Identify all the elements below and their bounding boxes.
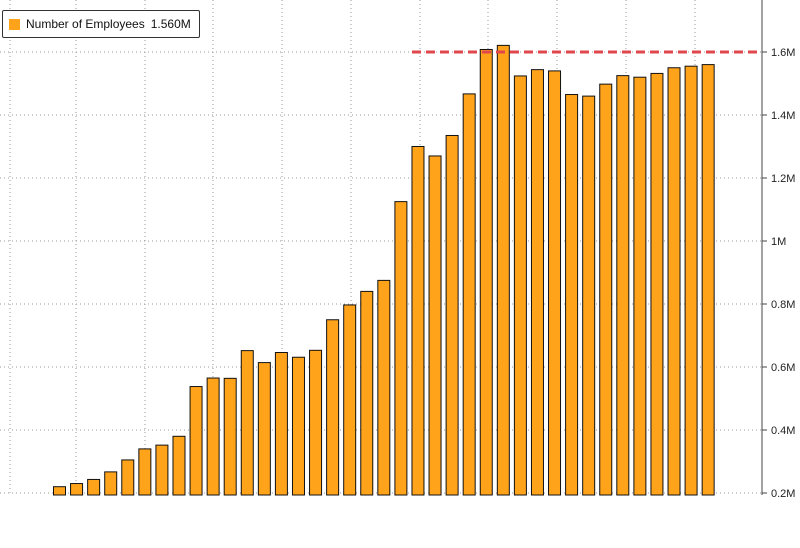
bar (70, 483, 84, 496)
y-tick-label: 1.4M (771, 110, 795, 122)
bar (565, 94, 579, 496)
bar (428, 155, 442, 496)
y-tick-label: 0.6M (771, 362, 795, 374)
bar (530, 69, 544, 496)
bar (462, 93, 476, 496)
bars (53, 44, 715, 496)
y-axis: 0.2M 0.4M 0.6M 0.8M 1M 1.2M 1.4M 1.6M (761, 0, 795, 500)
bar (138, 448, 152, 496)
bar (172, 435, 186, 496)
bar (206, 377, 220, 496)
bar (411, 146, 425, 496)
bar (121, 459, 135, 496)
bar (616, 75, 630, 496)
y-tick-label: 1M (771, 236, 786, 248)
y-tick-label: 0.8M (771, 299, 795, 311)
bar (650, 72, 664, 496)
bar (53, 486, 66, 496)
bar (360, 290, 374, 496)
bar (445, 134, 459, 496)
bar (343, 304, 357, 496)
y-tick-label: 1.2M (771, 173, 795, 185)
bar (240, 350, 254, 496)
bar (274, 352, 288, 496)
legend-label: Number of Employees (26, 17, 145, 31)
legend-swatch (9, 18, 20, 30)
bar (291, 356, 305, 496)
bar (104, 471, 118, 496)
bar (257, 362, 271, 496)
bar (684, 65, 698, 496)
bar (326, 319, 340, 496)
bar (667, 67, 681, 496)
bar (701, 64, 715, 496)
y-tick-label: 0.4M (771, 425, 795, 437)
bar (309, 349, 323, 496)
bar (599, 83, 613, 496)
bar (394, 201, 408, 496)
bar (377, 279, 391, 496)
bar (479, 48, 493, 496)
legend-value: 1.560M (150, 17, 191, 31)
bar (223, 377, 237, 496)
legend: Number of Employees 1.560M (2, 10, 200, 38)
y-tick-label: 1.6M (771, 47, 795, 59)
bar (633, 76, 647, 496)
bar (513, 75, 527, 496)
bar (155, 444, 169, 496)
bar (548, 70, 562, 496)
bar (189, 386, 203, 496)
y-tick-label: 0.2M (771, 488, 795, 500)
bar (582, 95, 596, 496)
bar (496, 44, 510, 496)
bar (87, 478, 101, 496)
